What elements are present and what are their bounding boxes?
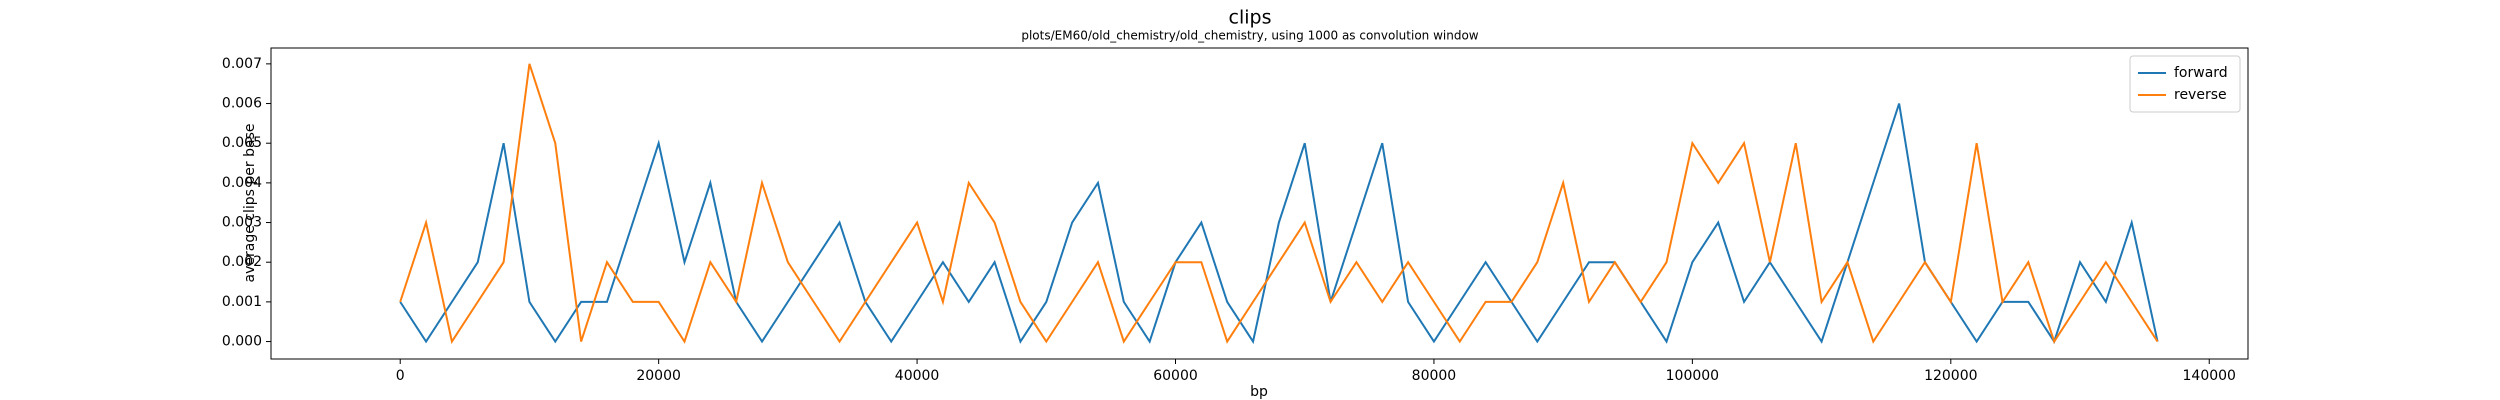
x-tick-label: 60000 (1153, 368, 1198, 384)
x-tick-label: 100000 (1666, 368, 1719, 384)
y-tick-label: 0.005 (222, 135, 262, 151)
legend-box (2129, 55, 2241, 113)
y-tick-label: 0.006 (222, 96, 262, 112)
y-tick-label: 0.004 (222, 175, 262, 191)
y-axis-label: average clips per base (242, 124, 258, 283)
y-tick-label: 0.007 (222, 56, 262, 72)
x-tick-label: 20000 (636, 368, 681, 384)
legend-label: reverse (2174, 87, 2227, 103)
y-tick-label: 0.002 (222, 254, 262, 270)
x-tick-label: 140000 (2183, 368, 2236, 384)
x-tick-label: 120000 (1924, 368, 1977, 384)
x-tick-label: 0 (396, 368, 405, 384)
legend-label: forward (2174, 65, 2228, 81)
chart-title: clips (1229, 7, 1272, 29)
plot-frame (270, 47, 2249, 360)
x-tick-label: 40000 (895, 368, 940, 384)
y-tick-label: 0.000 (222, 334, 262, 350)
line-series (399, 63, 2159, 345)
y-tick-label: 0.001 (222, 294, 262, 310)
line-series (399, 103, 2159, 345)
x-axis-label: bp (1250, 384, 1268, 400)
y-tick-label: 0.003 (222, 215, 262, 231)
x-tick-label: 80000 (1412, 368, 1457, 384)
chart-subtitle: plots/EM60/old_chemistry/old_chemistry, … (1021, 29, 1478, 43)
